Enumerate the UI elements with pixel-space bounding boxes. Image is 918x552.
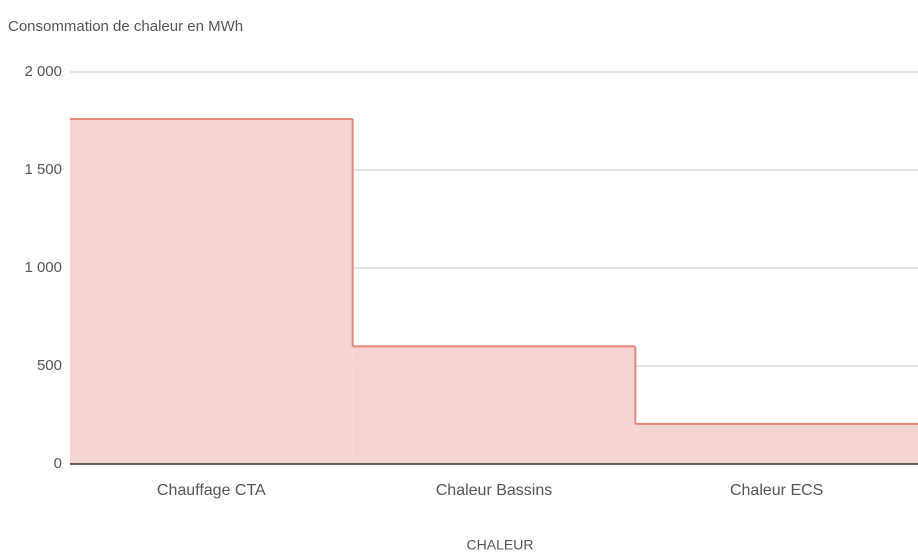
y-tick-label: 1 000 [24, 259, 62, 276]
area-step [352, 346, 636, 464]
x-tick-label: Chaleur Bassins [436, 482, 553, 499]
y-tick-label: 0 [54, 455, 62, 472]
chart-title: Consommation de chaleur en MWh [8, 18, 243, 35]
area-step [635, 423, 918, 464]
y-tick-label: 1 500 [24, 161, 62, 178]
x-tick-label: Chaleur ECS [730, 482, 823, 499]
x-tick-label: Chauffage CTA [157, 482, 266, 499]
y-tick-label: 2 000 [24, 63, 62, 80]
y-tick-label: 500 [37, 357, 62, 374]
area-step [70, 119, 353, 464]
x-axis-title: CHALEUR [467, 537, 534, 552]
